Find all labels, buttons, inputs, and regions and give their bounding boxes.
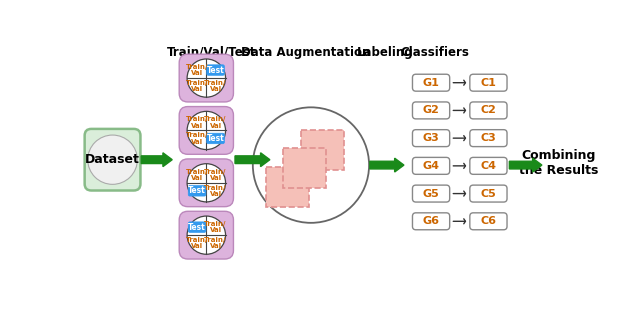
Text: Train/
Val: Train/ Val [186,116,208,129]
Text: Test: Test [188,223,206,232]
FancyBboxPatch shape [412,213,450,230]
Text: Test: Test [188,186,206,195]
Text: Test: Test [207,134,225,143]
Text: C5: C5 [481,189,496,198]
FancyBboxPatch shape [470,213,507,230]
Text: Train/
Val: Train/ Val [204,237,227,249]
FancyBboxPatch shape [412,74,450,91]
FancyBboxPatch shape [179,54,234,102]
Text: Train/
Val: Train/ Val [204,116,227,129]
Bar [301,130,344,171]
Text: C3: C3 [481,133,496,143]
FancyBboxPatch shape [412,102,450,119]
Text: Train/
Val: Train/ Val [186,132,208,145]
Text: Train/
Val: Train/ Val [186,80,208,92]
Text: Labeling: Labeling [356,46,413,59]
Text: Train/
Val: Train/ Val [186,237,208,249]
Text: G1: G1 [422,78,440,88]
Circle shape [187,111,225,150]
Text: G3: G3 [422,133,440,143]
Text: Train/
Val: Train/ Val [186,64,208,76]
Text: Classifiers: Classifiers [400,46,469,59]
FancyBboxPatch shape [412,157,450,174]
FancyBboxPatch shape [412,130,450,146]
Text: Combining
the Results: Combining the Results [519,149,598,177]
Text: C1: C1 [481,78,497,88]
Circle shape [187,164,225,202]
Text: G2: G2 [422,106,440,115]
Text: Dataset: Dataset [85,153,140,166]
FancyBboxPatch shape [470,74,507,91]
Text: C4: C4 [481,161,497,171]
Circle shape [88,135,138,184]
Text: C2: C2 [481,106,497,115]
Text: G5: G5 [422,189,440,198]
FancyBboxPatch shape [412,185,450,202]
FancyBboxPatch shape [179,211,234,259]
Polygon shape [141,153,172,167]
Bar [266,167,308,207]
FancyBboxPatch shape [188,222,206,232]
Text: C6: C6 [481,216,497,226]
FancyBboxPatch shape [179,159,234,207]
FancyBboxPatch shape [207,133,225,144]
Text: Data Augmentation: Data Augmentation [241,46,371,59]
Bar [283,148,326,188]
Text: Train/
Val: Train/ Val [204,169,227,181]
FancyBboxPatch shape [470,185,507,202]
FancyBboxPatch shape [470,102,507,119]
FancyBboxPatch shape [179,107,234,154]
Polygon shape [235,153,270,167]
FancyBboxPatch shape [470,157,507,174]
Text: G4: G4 [422,161,440,171]
FancyBboxPatch shape [188,185,206,196]
Text: Test: Test [207,66,225,74]
FancyBboxPatch shape [84,129,140,191]
Text: G6: G6 [422,216,440,226]
Polygon shape [370,158,404,172]
FancyBboxPatch shape [470,130,507,146]
Polygon shape [509,158,542,172]
Text: Train/
Val: Train/ Val [204,221,227,233]
Text: Train/
Val: Train/ Val [204,80,227,92]
Text: Train/
Val: Train/ Val [186,169,208,181]
Circle shape [187,216,225,254]
FancyBboxPatch shape [207,65,225,75]
Text: Train/
Val: Train/ Val [204,184,227,197]
Circle shape [253,107,369,223]
Circle shape [187,59,225,97]
Text: Train/Val/Test: Train/Val/Test [167,46,256,59]
